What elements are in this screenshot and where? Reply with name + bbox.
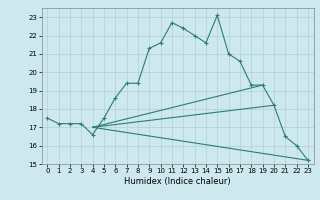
- X-axis label: Humidex (Indice chaleur): Humidex (Indice chaleur): [124, 177, 231, 186]
